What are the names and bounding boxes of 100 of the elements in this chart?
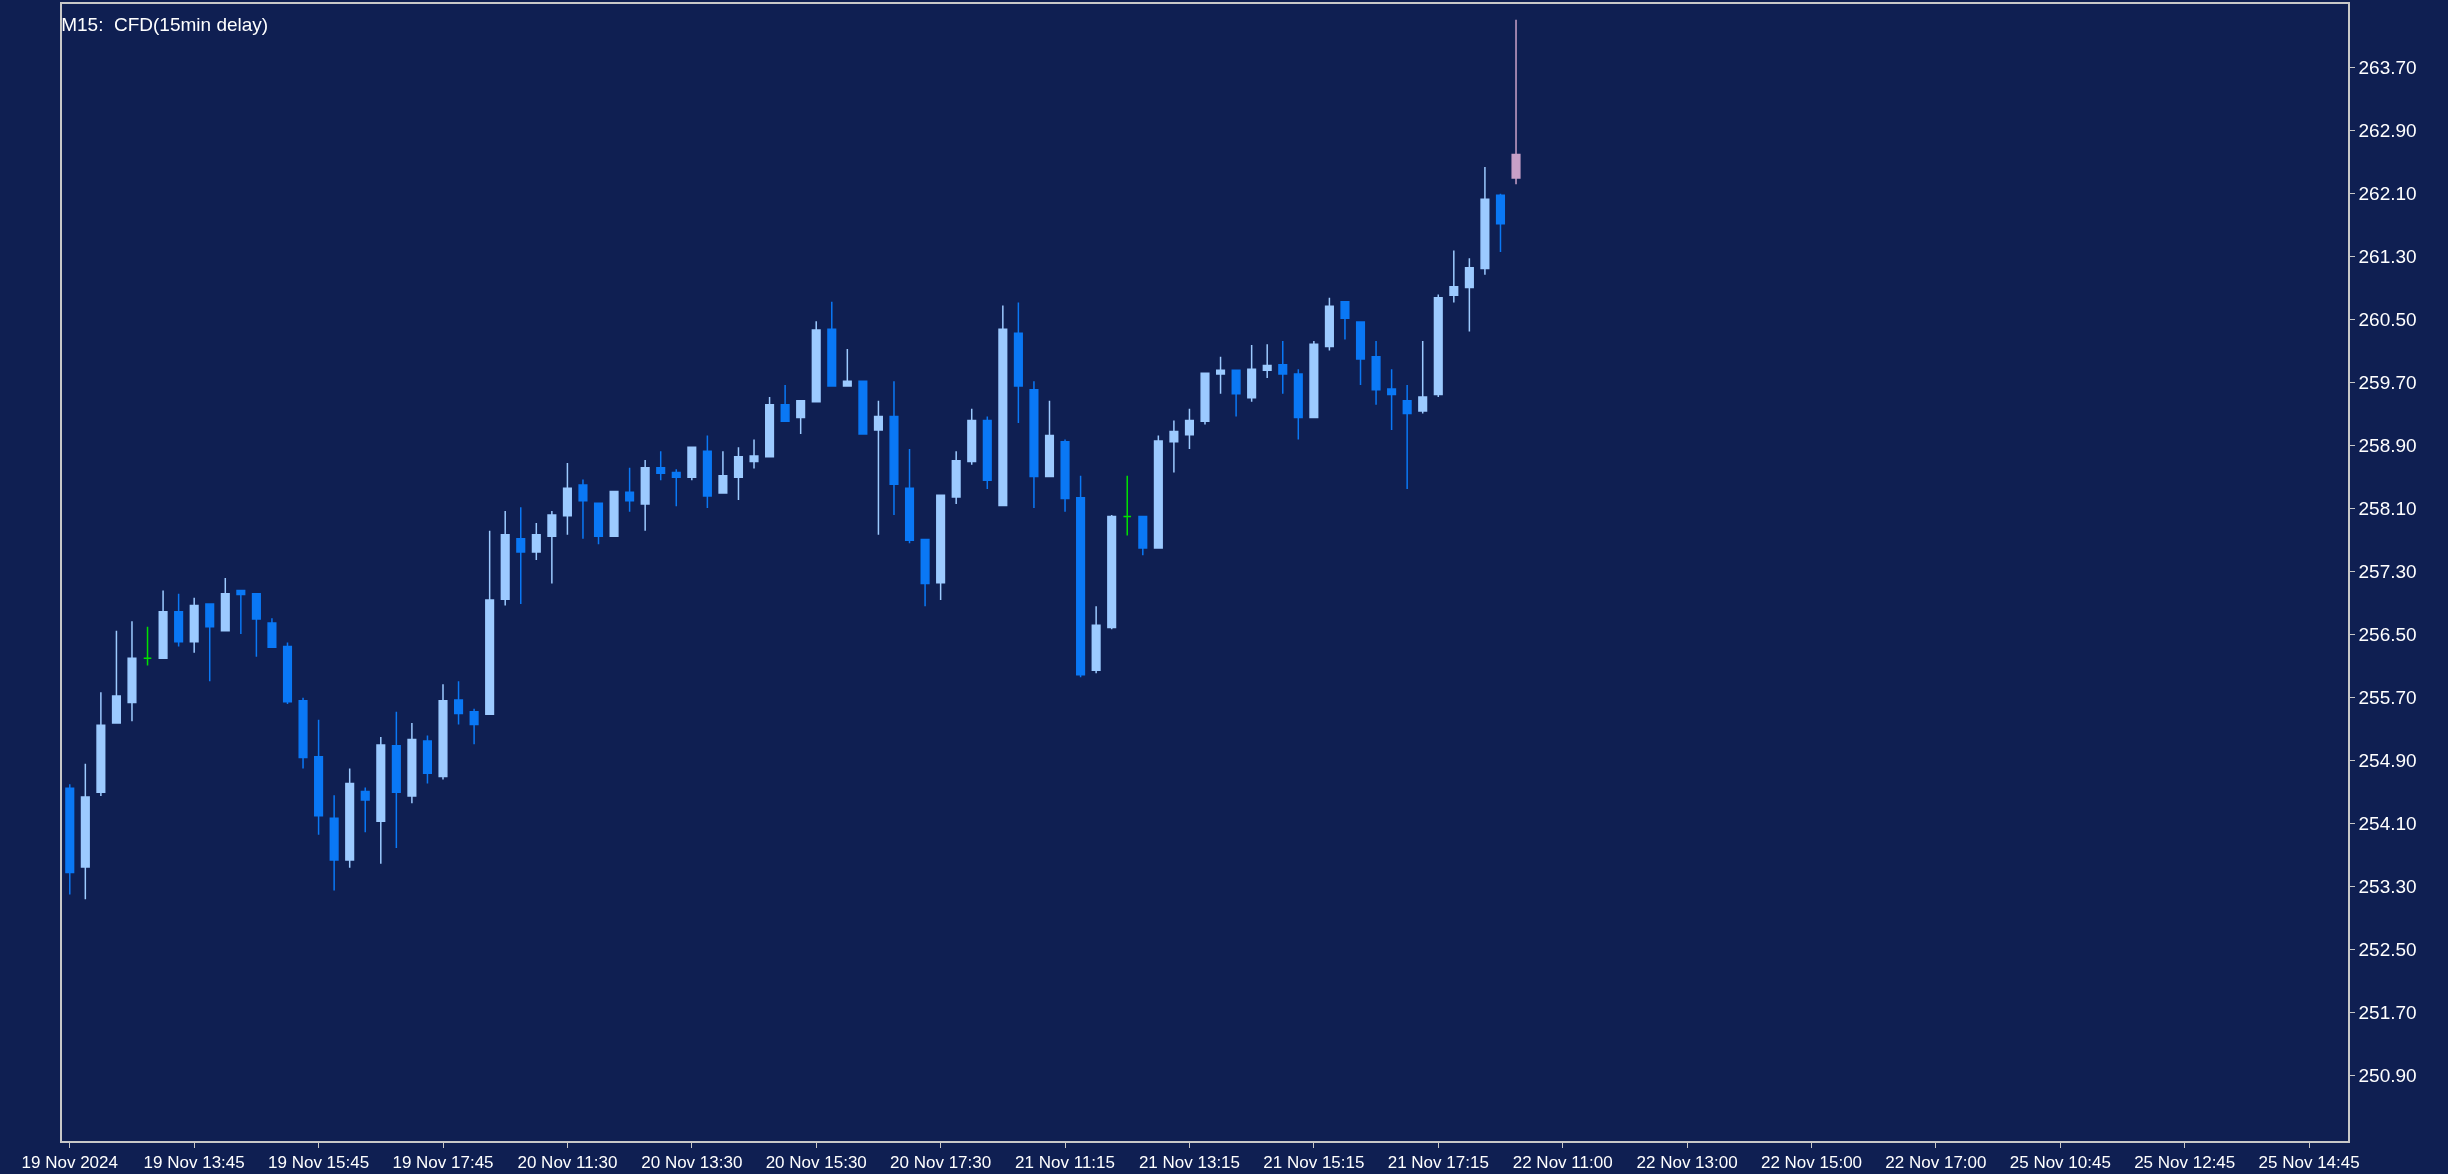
candlestick [376,736,386,865]
candlestick [1355,321,1366,386]
candlestick [578,478,588,540]
y-tick-label: 258.10 [2358,498,2417,520]
y-tick-label: 255.70 [2358,687,2417,709]
candlestick [562,462,572,536]
candlestick [158,589,168,660]
candlestick [1278,340,1288,395]
candlestick [765,396,775,458]
candlestick [796,400,806,435]
candlestick [391,711,401,849]
candlestick [329,794,339,892]
candlestick [1387,368,1397,431]
candlestick [1324,296,1334,352]
y-tick-label: 258.90 [2358,435,2417,457]
y-tick-label: 257.30 [2358,561,2417,583]
candlestick [547,510,557,585]
candlestick [516,506,526,605]
candlestick [1076,474,1086,678]
candlestick [640,459,650,532]
y-tick-label: 260.50 [2358,309,2417,331]
candlestick [1153,434,1163,549]
candlestick [1464,257,1474,333]
candlestick [1091,605,1101,675]
x-tick-label: 22 Nov 17:00 [1885,1153,1987,1173]
candlestick [531,522,541,561]
candlestick [1449,249,1459,304]
candlestick [982,415,992,490]
candlestick [407,722,417,804]
candlestick [1309,340,1319,419]
candlestick [1215,356,1226,395]
candlestick [1247,344,1257,403]
y-tick-label: 256.50 [2358,624,2417,646]
candlestick [1495,193,1506,253]
candlestick [671,468,681,508]
y-tick-label: 254.10 [2358,813,2417,835]
x-tick-label: 25 Nov 14:45 [2258,1153,2360,1173]
x-tick-label: 20 Nov 17:30 [890,1153,992,1173]
text: M15: CFD(15min delay) [61,13,269,35]
candlestick [1340,300,1350,341]
candlestick [1184,407,1195,450]
y-tick-label: 250.90 [2358,1065,2417,1087]
candlestick [1122,474,1132,537]
candlestick [220,577,230,632]
candlestick [858,380,868,435]
y-tick-label: 261.30 [2358,246,2417,268]
x-tick-label: 25 Nov 12:45 [2134,1153,2236,1173]
candlestick [453,680,464,726]
candlestick [1029,380,1039,509]
candlestick [282,641,293,705]
candlestick [811,320,821,403]
candlestick [733,446,744,501]
candlestick [593,502,604,545]
candlestick [1402,384,1412,490]
candlestick [827,300,837,387]
candlestick [174,593,184,648]
candlestick [65,783,75,896]
candlestick [1013,301,1023,424]
x-tick-label: 20 Nov 11:30 [517,1153,618,1173]
candlestick [80,763,90,901]
candlestick [920,538,930,608]
x-tick-label: 20 Nov 15:30 [765,1153,867,1173]
candlestick [1293,368,1303,441]
candlestick [656,450,666,482]
y-tick-label: 263.70 [2358,57,2417,79]
y-tick-label: 262.90 [2358,120,2417,142]
y-tick-label: 254.90 [2358,750,2417,772]
candlestick [422,734,433,785]
candlestick [998,304,1008,507]
x-tick-label: 19 Nov 17:45 [392,1153,494,1173]
candlestick [127,620,137,723]
x-tick-label: 22 Nov 15:00 [1760,1153,1863,1173]
y-tick-label: 251.70 [2358,1002,2417,1024]
candlestick [889,380,899,516]
candlestick [749,438,759,470]
candlestick [469,707,479,745]
x-tick-label: 19 Nov 2024 [21,1153,118,1173]
y-tick-label: 253.30 [2358,876,2417,898]
candlestick [951,450,961,505]
candlestick [500,510,510,607]
x-tick-label: 22 Nov 13:00 [1636,1153,1738,1173]
candlestick [189,596,199,654]
candlestick [96,691,106,797]
candlestick [609,490,619,538]
candlestick [1138,515,1148,556]
candlestick [485,530,495,715]
candlestick [1418,340,1428,415]
candlestick [360,786,370,834]
x-tick-label: 21 Nov 15:15 [1263,1153,1365,1173]
candlestick [904,448,915,545]
candlestick [1480,166,1490,276]
x-tick-label: 22 Nov 11:00 [1512,1153,1613,1173]
candlestick [1231,369,1241,418]
candlestick [1433,293,1443,398]
candlestick [702,434,712,509]
candlestick [1044,400,1055,478]
candlestick [251,593,261,658]
candlestick [873,400,883,536]
candlestick [1107,514,1117,630]
candlestick [111,630,121,724]
